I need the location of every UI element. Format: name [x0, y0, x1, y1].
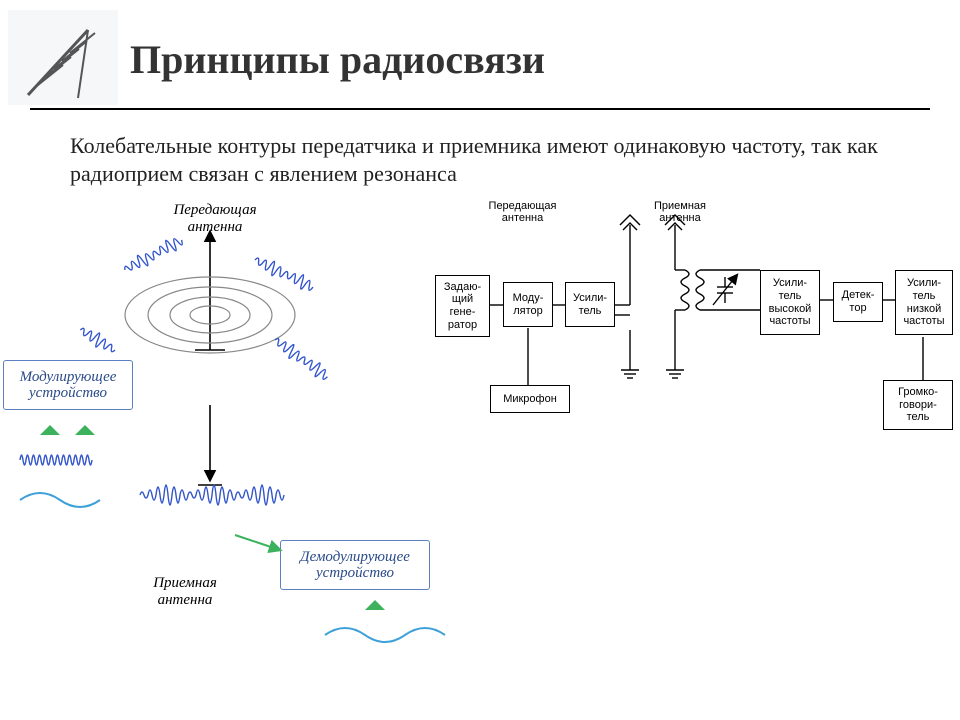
- body-text: Колебательные контуры передатчика и прие…: [70, 132, 910, 187]
- antenna-image: [8, 10, 118, 105]
- schematic-wiring: [425, 215, 960, 445]
- diagram-area: Передающая антенна Приемная антенна Моду…: [5, 230, 955, 700]
- title-rule: [30, 108, 930, 110]
- slide-title: Принципы радиосвязи: [130, 36, 545, 83]
- left-diagram-svg: [5, 230, 445, 650]
